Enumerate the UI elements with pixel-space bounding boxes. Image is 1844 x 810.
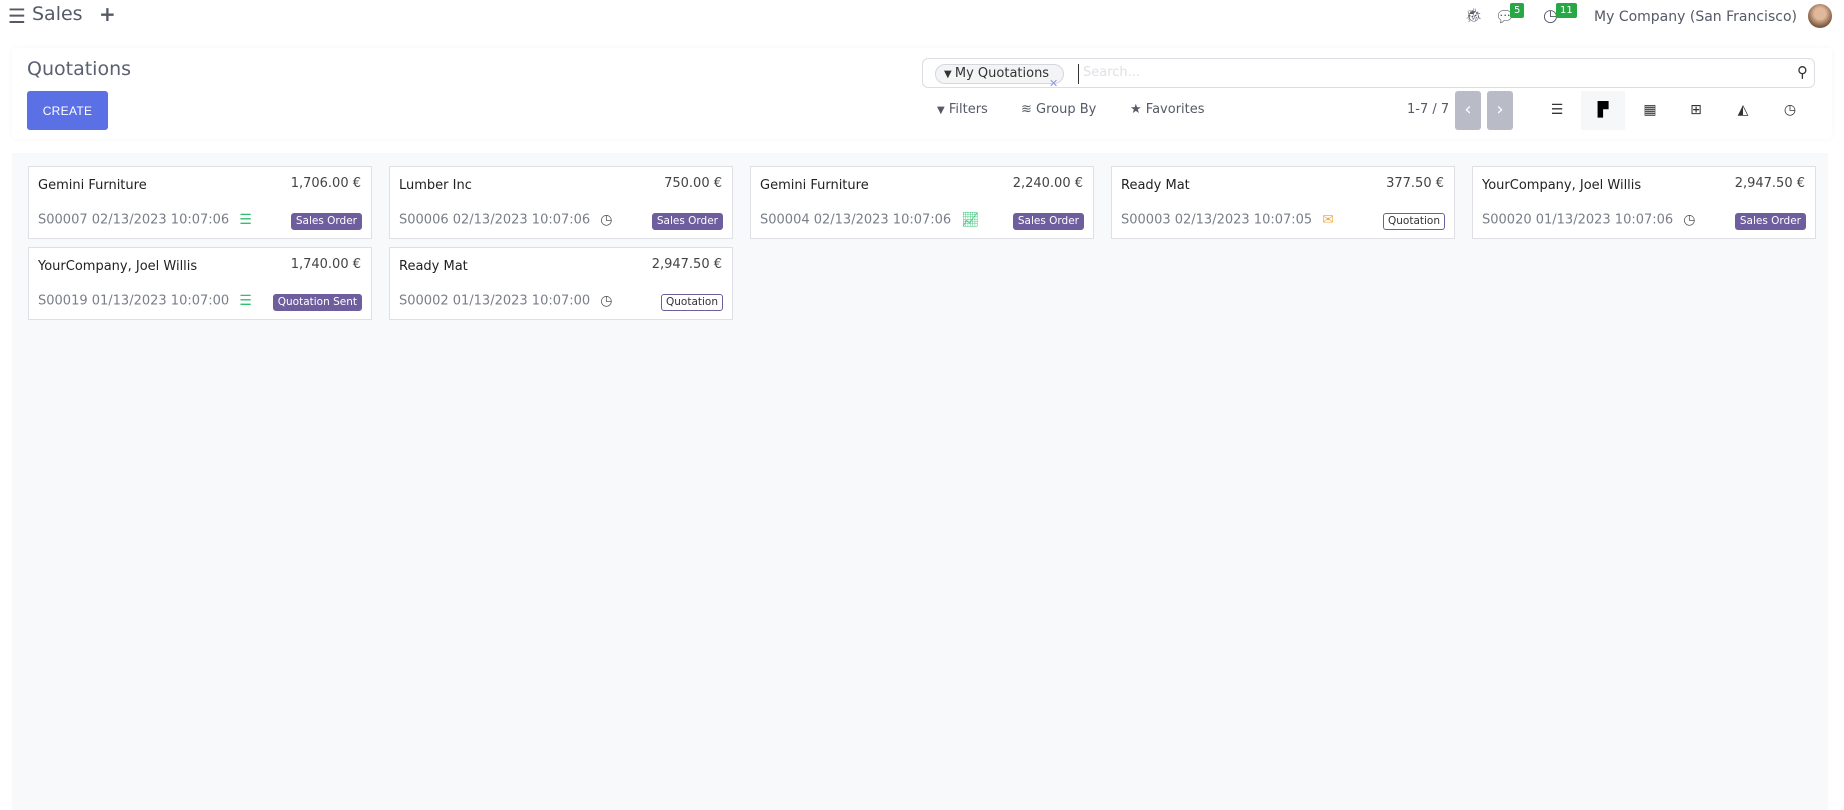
reference-date: S00002 01/13/2023 10:07:00	[399, 293, 591, 309]
filter-icon: ▼	[937, 105, 945, 116]
tasks-icon[interactable]: ☰	[239, 293, 252, 309]
calendar-view-button[interactable]: ▦	[1628, 91, 1672, 130]
status-badge: Quotation	[660, 294, 723, 311]
create-button[interactable]: CREATE	[27, 91, 108, 130]
order-reference: S00019 01/13/2023 10:07:00 ☰	[38, 293, 252, 309]
status-badge: Sales Order	[1012, 213, 1084, 230]
list-view-button[interactable]: ☰	[1535, 91, 1579, 130]
status-badge: Quotation	[1382, 213, 1445, 230]
area-chart-icon: ◭	[1737, 102, 1749, 118]
clock-icon: ◷	[1783, 102, 1797, 118]
status-badge: Sales Order	[651, 213, 723, 230]
pivot-view-button[interactable]: ⊞	[1674, 91, 1718, 130]
filter-icon: ▼	[944, 69, 955, 80]
reference-date: S00003 02/13/2023 10:07:05	[1121, 212, 1313, 228]
search-bar[interactable]: ▼ My Quotations ✕ Search... ⚲	[922, 58, 1815, 90]
order-reference: S00020 01/13/2023 10:07:06 ◷	[1482, 212, 1695, 228]
status-badge: Sales Order	[290, 213, 362, 230]
facet-label: My Quotations	[954, 66, 1050, 81]
company-switcher[interactable]: My Company (San Francisco)	[1594, 9, 1797, 25]
pager-previous-button[interactable]: ‹	[1455, 91, 1481, 130]
customer-name: Gemini Furniture	[760, 178, 869, 193]
activity-view-button[interactable]: ◷	[1768, 91, 1812, 130]
plus-icon[interactable]: +	[99, 2, 116, 26]
clock-icon[interactable]: ◷	[600, 293, 613, 309]
customer-name: Ready Mat	[1121, 178, 1190, 193]
kanban-card[interactable]: Ready Mat 377.50 € S00003 02/13/2023 10:…	[1111, 166, 1455, 239]
search-icon[interactable]: ⚲	[1797, 63, 1808, 81]
kanban-icon: ▛	[1597, 102, 1609, 118]
search-facet[interactable]: ▼ My Quotations	[935, 64, 1065, 84]
order-reference: S00003 02/13/2023 10:07:05 ✉	[1121, 212, 1334, 228]
pager-value[interactable]: 1-7 / 7	[1407, 102, 1450, 117]
chevron-left-icon: ‹	[1464, 99, 1472, 120]
search-input[interactable]: Search...	[1083, 65, 1141, 80]
favorites-button[interactable]: ★ Favorites	[1130, 102, 1205, 117]
amount: 750.00 €	[664, 176, 722, 191]
order-reference: S00007 02/13/2023 10:07:06 ☰	[38, 212, 252, 228]
layers-icon: ≋	[1021, 102, 1032, 117]
kanban-card[interactable]: Ready Mat 2,947.50 € S00002 01/13/2023 1…	[389, 247, 733, 320]
amount: 2,947.50 €	[651, 257, 722, 272]
list-icon: ☰	[1550, 102, 1564, 118]
amount: 1,740.00 €	[290, 257, 361, 272]
customer-name: YourCompany, Joel Willis	[1482, 178, 1642, 193]
menu-icon[interactable]: ☰	[8, 4, 26, 28]
customer-name: Lumber Inc	[399, 178, 472, 193]
kanban-view-button[interactable]: ▛	[1581, 91, 1625, 130]
customer-name: Gemini Furniture	[38, 178, 147, 193]
envelope-icon[interactable]: ✉	[1322, 212, 1334, 228]
pager-next-button[interactable]: ›	[1487, 91, 1513, 130]
top-navbar: ☰ Sales + 🐞︎ 💬︎ 5 ◷ 11 My Company (San F…	[0, 0, 1844, 38]
avatar[interactable]	[1808, 4, 1832, 28]
status-badge: Quotation Sent	[272, 294, 362, 311]
graph-view-button[interactable]: ◭	[1721, 91, 1765, 130]
clock-icon[interactable]: ◷	[600, 212, 613, 228]
bug-icon[interactable]: 🐞︎	[1465, 8, 1483, 24]
customer-name: Ready Mat	[399, 259, 468, 274]
reference-date: S00006 02/13/2023 10:07:06	[399, 212, 591, 228]
group-by-button[interactable]: ≋ Group By	[1021, 102, 1096, 117]
reference-date: S00004 02/13/2023 10:07:06	[760, 212, 952, 228]
tasks-icon[interactable]: ☰	[239, 212, 252, 228]
customer-name: YourCompany, Joel Willis	[38, 259, 198, 274]
reference-date: S00019 01/13/2023 10:07:00	[38, 293, 230, 309]
app-name[interactable]: Sales	[32, 3, 83, 25]
chevron-right-icon: ›	[1496, 99, 1504, 120]
reference-date: S00007 02/13/2023 10:07:06	[38, 212, 230, 228]
favorites-label: Favorites	[1145, 102, 1205, 117]
kanban-card[interactable]: YourCompany, Joel Willis 1,740.00 € S000…	[28, 247, 372, 320]
kanban-card[interactable]: YourCompany, Joel Willis 2,947.50 € S000…	[1472, 166, 1816, 239]
activities-clock-icon[interactable]: ◷	[1543, 6, 1558, 26]
kanban-card[interactable]: Gemini Furniture 1,706.00 € S00007 02/13…	[28, 166, 372, 239]
activities-badge: 11	[1556, 3, 1577, 18]
kanban-card[interactable]: Gemini Furniture 2,240.00 € S00004 02/13…	[750, 166, 1094, 239]
table-icon: ⊞	[1690, 102, 1702, 118]
text-cursor	[1078, 64, 1079, 84]
filters-button[interactable]: ▼ Filters	[937, 102, 988, 117]
chart-line-icon[interactable]: 📈︎	[961, 212, 979, 228]
filters-label: Filters	[948, 102, 988, 117]
status-badge: Sales Order	[1734, 213, 1806, 230]
page-title: Quotations	[27, 58, 132, 80]
clock-icon[interactable]: ◷	[1683, 212, 1696, 228]
amount: 1,706.00 €	[290, 176, 361, 191]
group-by-label: Group By	[1036, 102, 1097, 117]
amount: 2,240.00 €	[1012, 176, 1083, 191]
order-reference: S00006 02/13/2023 10:07:06 ◷	[399, 212, 612, 228]
reference-date: S00020 01/13/2023 10:07:06	[1482, 212, 1674, 228]
remove-facet-icon[interactable]: ✕	[1049, 77, 1059, 90]
amount: 2,947.50 €	[1734, 176, 1805, 191]
kanban-card[interactable]: Lumber Inc 750.00 € S00006 02/13/2023 10…	[389, 166, 733, 239]
star-icon: ★	[1130, 102, 1142, 117]
order-reference: S00002 01/13/2023 10:07:00 ◷	[399, 293, 612, 309]
messages-badge: 5	[1510, 3, 1525, 18]
calendar-icon: ▦	[1643, 102, 1657, 118]
amount: 377.50 €	[1386, 176, 1444, 191]
order-reference: S00004 02/13/2023 10:07:06 📈︎	[760, 212, 979, 228]
